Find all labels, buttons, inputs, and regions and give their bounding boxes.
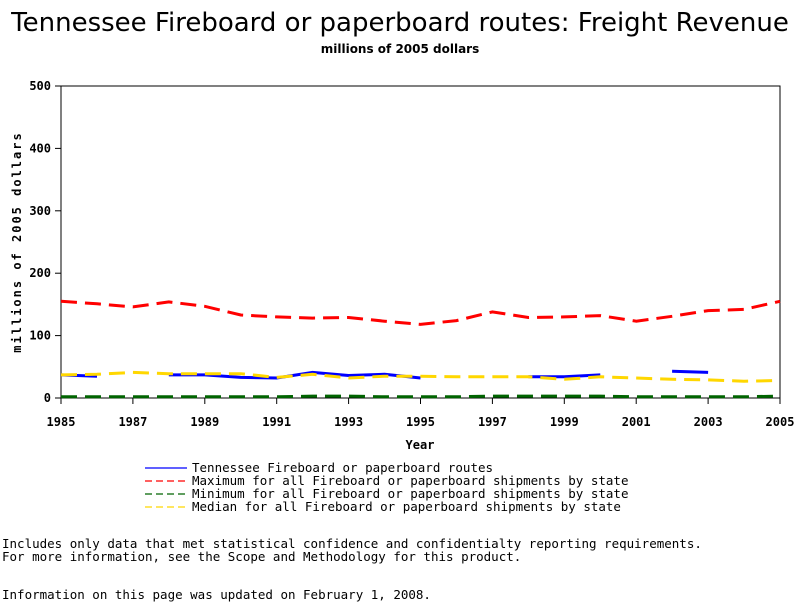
y-tick-label: 100: [29, 329, 51, 343]
series-line: [528, 373, 601, 379]
y-tick-label: 200: [29, 266, 51, 280]
x-tick-label: 2005: [766, 415, 795, 429]
series-layer: [60, 299, 781, 399]
x-tick-label: 1985: [47, 415, 76, 429]
series-line: [60, 370, 781, 383]
y-tick-label: 500: [29, 79, 51, 93]
x-tick-label: 1997: [478, 415, 507, 429]
legend-label: Maximum for all Fireboard or paperboard …: [192, 473, 629, 488]
x-tick-label: 1991: [262, 415, 291, 429]
confidence-note: Includes only data that met statistical …: [2, 536, 702, 551]
series-1: [60, 299, 781, 326]
x-tick-label: 1999: [550, 415, 579, 429]
updated-note: Information on this page was updated on …: [2, 587, 431, 602]
x-tick-label: 1993: [334, 415, 363, 429]
y-tick-label: 0: [44, 391, 51, 405]
x-tick-label: 2001: [622, 415, 651, 429]
x-tick-label: 2003: [694, 415, 723, 429]
legend-label: Tennessee Fireboard or paperboard routes: [192, 460, 493, 475]
methodology-note: For more information, see the Scope and …: [2, 549, 522, 564]
chart-title: Tennessee Fireboard or paperboard routes…: [10, 8, 789, 38]
y-tick-label: 400: [29, 141, 51, 155]
legend: Tennessee Fireboard or paperboard routes…: [145, 460, 629, 514]
series-line: [60, 299, 781, 326]
x-axis: 1985 1987 1989 1991 1993 1995 1997 1999 2001 2003…: [47, 398, 795, 429]
legend-label: Median for all Fireboard or paperboard s…: [192, 499, 621, 514]
legend-label: Minimum for all Fireboard or paperboard …: [192, 486, 629, 501]
y-axis-label: millions of 2005 dollars: [10, 131, 24, 352]
x-tick-label: 1989: [190, 415, 219, 429]
chart-subtitle: millions of 2005 dollars: [321, 42, 480, 56]
x-axis-label: Year: [406, 438, 435, 452]
series-3: [60, 370, 781, 383]
series-line: [672, 369, 709, 374]
plot-area-frame: [60, 85, 781, 399]
y-axis: 0 100 200 300 400 500: [29, 79, 61, 405]
x-tick-label: 1995: [406, 415, 435, 429]
series-line: [168, 370, 421, 380]
series-0: [60, 369, 709, 380]
series-line: [61, 394, 781, 399]
x-tick-label: 1987: [118, 415, 147, 429]
y-tick-label: 300: [29, 204, 51, 218]
series-2: [61, 394, 781, 399]
